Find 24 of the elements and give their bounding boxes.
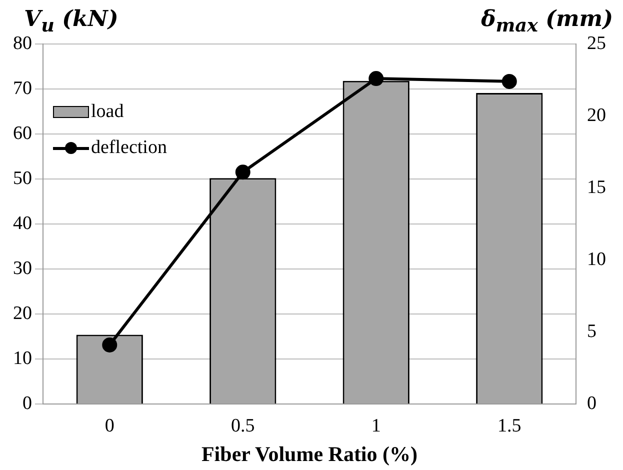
x-axis-title: Fiber Volume Ratio (%) xyxy=(201,442,418,466)
point xyxy=(102,337,118,352)
y-tick-label: 40 xyxy=(13,212,32,234)
legend-label: load xyxy=(91,100,124,124)
y-tick-label: 70 xyxy=(13,78,32,99)
y-tick-label: 50 xyxy=(13,168,32,189)
point xyxy=(502,74,517,89)
y-tick-label: 30 xyxy=(13,258,32,279)
point xyxy=(368,71,384,86)
y-tick-label: 0 xyxy=(22,392,32,414)
y-tick-label: 10 xyxy=(13,348,32,369)
y2-tick-label: 15 xyxy=(587,176,606,198)
x-tick-label: 0 xyxy=(104,415,114,436)
y2-tick-label: 10 xyxy=(587,248,606,270)
legend-label: deflection xyxy=(91,136,167,160)
y2-tick-label: 0 xyxy=(587,392,596,414)
x-tick-label: 1.5 xyxy=(498,415,522,436)
point xyxy=(235,164,250,180)
y2-tick-label: 20 xyxy=(587,104,606,126)
y-tick-label: 20 xyxy=(13,302,32,324)
y-tick-label: 60 xyxy=(13,122,32,144)
y2-tick-label: 5 xyxy=(587,320,596,342)
x-tick-label: 0.5 xyxy=(231,415,255,436)
x-tick-label: 1 xyxy=(371,415,381,436)
